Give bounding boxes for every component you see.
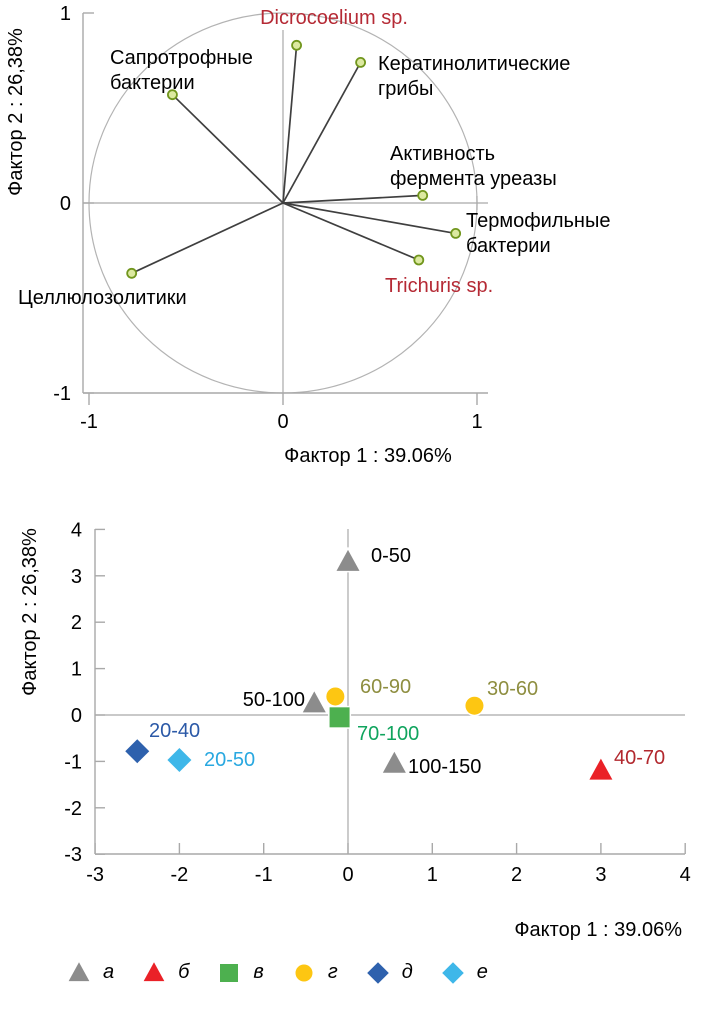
loading-point-marker <box>126 267 138 279</box>
diamond-legend-marker-icon <box>439 960 466 984</box>
loading-vector <box>171 94 284 204</box>
x-tick-label: -1 <box>80 411 98 433</box>
score-point-marker <box>123 737 152 766</box>
score-point-label: 30-60 <box>487 678 538 700</box>
score-point-marker <box>586 755 615 782</box>
legend-marker-shape <box>66 960 92 983</box>
loading-label: бактерии <box>466 235 551 257</box>
x-tick-label: 4 <box>680 864 691 886</box>
score-point-label: 40-70 <box>614 747 665 769</box>
score-point-label: 20-50 <box>204 749 255 771</box>
legend-label: е <box>476 960 488 983</box>
x-tick-label: 3 <box>595 864 606 886</box>
x-tick-label: -1 <box>255 864 273 886</box>
chart-legend: а б в г д е <box>66 960 488 984</box>
legend-item: в <box>216 960 264 984</box>
legend-item: а <box>66 960 114 984</box>
score-point-marker <box>165 745 194 775</box>
loading-point-marker <box>355 57 367 68</box>
loading-label: бактерии <box>110 72 195 94</box>
loading-point-marker <box>167 89 178 101</box>
score-point-label: 0-50 <box>371 545 411 567</box>
triangle-legend-marker-icon <box>141 960 168 983</box>
loading-label: грибы <box>378 78 433 100</box>
x-tick-label: -3 <box>86 864 104 886</box>
x-tick-label: 1 <box>427 864 438 886</box>
x-tick-label: 0 <box>277 411 288 433</box>
y-axis-title: Фактор 2 : 26,38% <box>19 528 41 696</box>
loading-point-marker <box>291 39 302 51</box>
y-tick-label: 1 <box>60 3 71 25</box>
loading-point-marker <box>413 254 425 266</box>
y-tick-label: -1 <box>64 751 82 773</box>
triangle-legend-marker-icon <box>66 960 92 983</box>
legend-label: а <box>103 960 115 983</box>
legend-marker-shape <box>439 960 466 984</box>
loading-label: Активность <box>390 143 495 165</box>
square-legend-marker-icon <box>218 962 240 984</box>
legend-label: б <box>178 960 190 983</box>
score-point-label: 70-100 <box>357 723 419 745</box>
loading-vector <box>282 202 456 235</box>
loading-vector <box>282 194 423 204</box>
circle-legend-marker-icon <box>293 963 314 983</box>
loading-point-marker <box>450 227 462 239</box>
y-tick-label: -3 <box>64 844 82 866</box>
loading-vector <box>131 202 284 275</box>
y-tick-label: 1 <box>71 659 82 681</box>
legend-label: г <box>327 960 338 983</box>
y-tick-label: 3 <box>71 566 82 588</box>
loading-vector <box>282 45 298 204</box>
score-point-marker <box>300 688 329 714</box>
x-tick-label: 0 <box>342 864 353 886</box>
loading-label: Dicrocoelium sp. <box>260 7 408 29</box>
score-point-marker <box>333 546 363 573</box>
x-tick-label: -2 <box>171 864 189 886</box>
y-tick-label: -2 <box>64 798 82 820</box>
loading-label: Сапротрофные <box>110 47 253 69</box>
diamond-legend-marker-icon <box>364 960 391 984</box>
y-tick-label: 0 <box>60 193 71 215</box>
score-point-label: 50-100 <box>243 689 305 711</box>
legend-item: г <box>291 960 338 984</box>
legend-marker-shape <box>141 960 168 983</box>
loading-label: фермента уреазы <box>390 168 557 190</box>
legend-label: д <box>401 960 413 983</box>
x-axis-title: Фактор 1 : 39.06% <box>284 445 452 467</box>
score-point-marker <box>380 748 409 775</box>
score-point-label: 100-150 <box>408 756 481 778</box>
legend-label: в <box>253 960 264 983</box>
x-tick-label: 1 <box>471 411 482 433</box>
score-point-marker <box>324 685 346 707</box>
loading-label: Целлюлозолитики <box>18 287 187 309</box>
loading-vector <box>282 61 362 204</box>
legend-marker-shape <box>218 962 240 984</box>
x-tick-label: 2 <box>511 864 522 886</box>
y-axis-title: Фактор 2 : 26,38% <box>5 28 27 196</box>
loading-vector <box>282 202 420 261</box>
score-point-label: 20-40 <box>149 720 200 742</box>
x-axis-title: Фактор 1 : 39.06% <box>514 919 682 941</box>
score-point-marker <box>463 695 485 717</box>
y-tick-label: 4 <box>71 519 82 541</box>
loading-label: Кератинолитические <box>378 53 570 75</box>
y-tick-label: 2 <box>71 612 82 634</box>
loading-label: Термофильные <box>466 210 610 232</box>
score-point-marker <box>328 705 352 729</box>
y-tick-label: 0 <box>71 705 82 727</box>
score-point-label: 60-90 <box>360 676 411 698</box>
loading-label: Trichuris sp. <box>385 275 493 297</box>
legend-marker-shape <box>364 960 391 984</box>
y-tick-label: -1 <box>53 383 71 405</box>
legend-marker-shape <box>293 963 314 983</box>
factor-scores-chart: 4 3 2 1 0 -1 -2 -3-3 -2 -1 0 1 2 3 4 0-50 50-100 100-150 4… <box>19 519 691 941</box>
legend-item: б <box>141 960 189 984</box>
loading-point-marker <box>417 189 429 201</box>
legend-item: е <box>439 960 488 984</box>
factor-loadings-chart: 1 0 -1 -1 0 1 Dicrocoelium sp. Сапротрофные бакт… <box>5 3 610 467</box>
legend-item: д <box>364 960 413 984</box>
